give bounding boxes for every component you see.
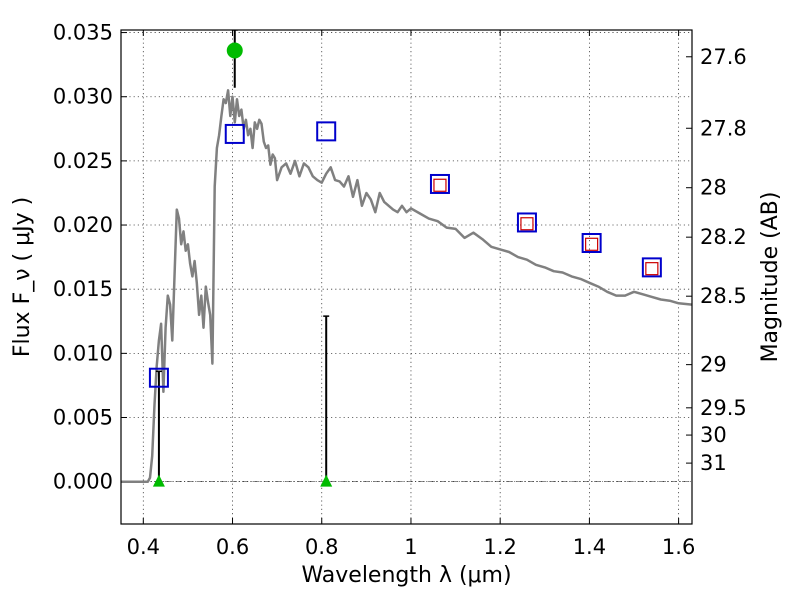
x-tick-label: 1.4 <box>573 535 606 559</box>
right-tick-label: 28 <box>700 176 727 200</box>
x-tick-label: 1 <box>404 535 417 559</box>
plot-area <box>121 30 692 487</box>
x-tick-label: 1.6 <box>662 535 695 559</box>
observed-flux-point <box>148 367 169 388</box>
y-tick-label: 0.030 <box>53 85 113 109</box>
model-flux-point <box>585 237 599 251</box>
right-tick-label: 27.6 <box>700 45 747 69</box>
y-tick-label: 0.005 <box>53 406 113 430</box>
observed-flux-point <box>641 257 662 278</box>
upper-limit-triangle <box>152 474 165 487</box>
plot-frame <box>120 29 693 525</box>
observed-flux-point <box>581 232 602 253</box>
y-tick-label: 0.010 <box>53 341 113 365</box>
plot-content <box>121 30 692 483</box>
y-tick-label: 0.000 <box>53 470 113 494</box>
upper-limit-triangle <box>320 474 333 487</box>
x-axis-label: Wavelength λ (μm) <box>301 563 511 588</box>
right-tick-label: 29.5 <box>700 396 747 420</box>
right-tick-label: 30 <box>700 423 727 447</box>
y-tick-label: 0.035 <box>53 21 113 45</box>
right-tick-label: 28.2 <box>700 225 747 249</box>
y-axis-label: Flux F_ν ( μJy ) <box>10 197 35 357</box>
observed-flux-point <box>516 212 537 233</box>
right-axis-label: Magnitude (AB) <box>758 192 783 363</box>
x-tick-label: 0.6 <box>216 535 249 559</box>
model-flux-point <box>433 178 447 192</box>
observed-flux-point <box>224 123 245 144</box>
model-flux-point <box>520 217 534 231</box>
x-tick-label: 1.2 <box>483 535 516 559</box>
y-tick-label: 0.020 <box>53 213 113 237</box>
x-tick-label: 0.4 <box>127 535 160 559</box>
x-tick-label: 0.8 <box>305 535 338 559</box>
y-tick-label: 0.025 <box>53 149 113 173</box>
observed-flux-point <box>316 121 337 142</box>
y-tick-label: 0.015 <box>53 277 113 301</box>
right-tick-label: 28.5 <box>700 284 747 308</box>
axis-labels: Wavelength λ (μm) Flux F_ν ( μJy ) Magni… <box>10 192 783 588</box>
model-flux-point <box>645 262 659 276</box>
detection-circle-point <box>226 42 243 59</box>
axis-ticks: 0.4 0.6 0.8 1 1.2 1.4 1.6 0.000 0.005 0.010 0.015 0… <box>53 21 747 559</box>
template-spectrum-line <box>121 89 692 483</box>
right-tick-label: 29 <box>700 353 727 377</box>
right-tick-label: 27.8 <box>700 116 747 140</box>
right-tick-label: 31 <box>700 451 727 475</box>
observed-flux-point <box>429 173 450 194</box>
grid <box>121 30 692 524</box>
